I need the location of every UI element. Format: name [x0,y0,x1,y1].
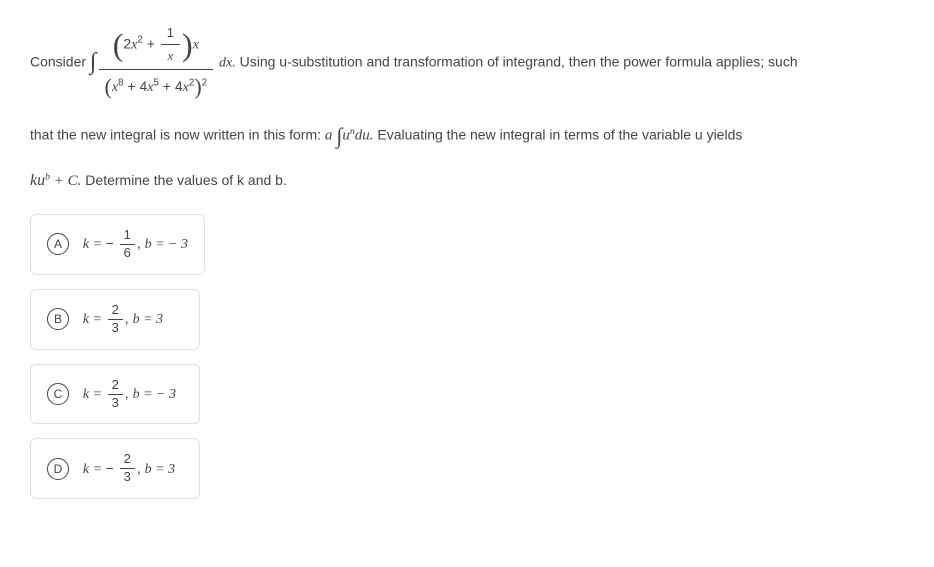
comma-b: , [125,310,133,326]
b-expr-a: b = − 3 [145,237,188,252]
k-sign-d: − [106,460,118,476]
den-close-paren-icon: ) [194,74,201,99]
option-letter-b: B [47,308,69,330]
b-expr-c: b = − 3 [133,387,176,402]
b-expr-b: b = 3 [133,312,163,327]
integrand-numerator: (2x2 + 1x)x [99,20,214,70]
plus-sign: + [143,35,159,51]
k-frac-a: 16 [120,227,135,262]
integrand-denominator: (x8 + 4x5 + 4x2)2 [99,70,214,105]
den-plus2: + 4 [159,78,183,94]
integral-sign: ∫ [90,49,97,75]
comma-a: , [137,235,145,251]
inner-frac-num: 1 [161,22,180,45]
question-line-1: Consider ∫ (2x2 + 1x)x (x8 + 4x5 + 4x2)2… [30,20,904,105]
form-a: a [325,128,333,144]
comma-d: , [137,460,145,476]
k-den-b: 3 [108,320,123,337]
option-letter-d: D [47,458,69,480]
option-c[interactable]: C k = 23, b = − 3 [30,364,200,425]
k-frac-c: 23 [108,377,123,412]
den-open-paren-icon: ( [105,74,112,99]
inner-fraction: 1x [161,22,180,67]
form-du: du. [355,128,374,144]
k-num-c: 2 [108,377,123,395]
result-u: u [37,172,45,189]
option-b-math: k = 23, b = 3 [83,310,163,326]
line2-pre: that the new integral is now written in … [30,127,325,143]
k-den-c: 3 [108,395,123,412]
option-c-math: k = 23, b = − 3 [83,385,176,401]
k-den-d: 3 [120,469,135,486]
k-frac-d: 23 [120,451,135,486]
usub-text: Using u-substitution and transformation … [240,53,798,69]
den-plus1: + 4 [124,78,148,94]
consider-label: Consider [30,53,86,69]
b-expr-d: b = 3 [145,462,175,477]
open-paren-icon: ( [113,26,124,62]
k-lhs-b: k = [83,312,106,327]
k-den-a: 6 [120,245,135,262]
option-a-math: k = − 16, b = − 3 [83,235,188,251]
k-lhs-c: k = [83,387,106,402]
option-d-math: k = − 23, b = 3 [83,460,175,476]
form-u: u [342,128,350,144]
result-plus-c: + C. [50,173,81,189]
comma-c: , [125,385,133,401]
coeff-2: 2 [123,35,131,51]
option-letter-c: C [47,383,69,405]
k-frac-b: 23 [108,302,123,337]
line2-post: Evaluating the new integral in terms of … [377,127,742,143]
option-a[interactable]: A k = − 16, b = − 3 [30,214,205,275]
question-line-2: that the new integral is now written in … [30,117,904,154]
dx-label: dx. [219,55,236,70]
k-num-d: 2 [120,451,135,469]
inner-frac-den: x [161,45,180,67]
k-num-a: 1 [120,227,135,245]
k-lhs-a: k = [83,237,106,252]
question-line-3: kub + C. Determine the values of k and b… [30,167,904,195]
integrand-fraction: (2x2 + 1x)x (x8 + 4x5 + 4x2)2 [99,20,214,105]
close-paren-icon: ) [182,26,193,62]
options-list: A k = − 16, b = − 3 B k = 23, b = 3 C k … [30,214,904,513]
den-outer-exp: 2 [202,78,207,89]
option-b[interactable]: B k = 23, b = 3 [30,289,200,350]
line3-post: Determine the values of k and b. [85,172,287,188]
question-body: Consider ∫ (2x2 + 1x)x (x8 + 4x5 + 4x2)2… [30,20,904,194]
option-d[interactable]: D k = − 23, b = 3 [30,438,200,499]
option-letter-a: A [47,233,69,255]
trailing-x: x [193,37,199,52]
k-sign-a: − [106,235,118,251]
k-lhs-d: k = [83,462,106,477]
k-num-b: 2 [108,302,123,320]
